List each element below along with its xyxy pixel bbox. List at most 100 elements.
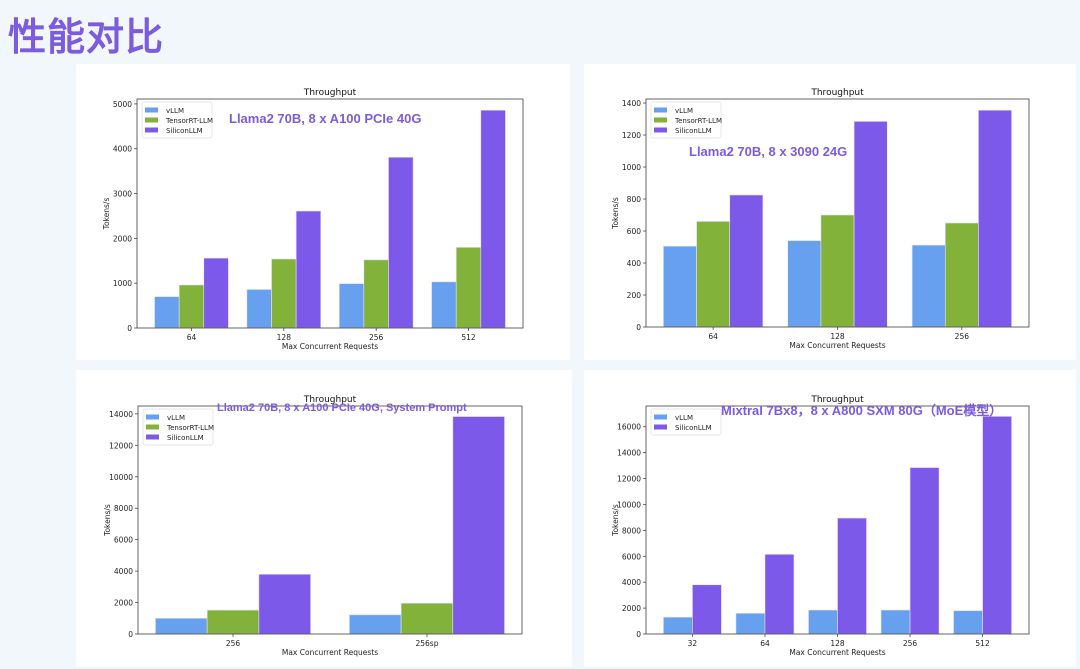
chart-panel-llama2-system-prompt: 0 2000 4000 6000 8000 10000 12000 14000 256 256sp… — [76, 370, 572, 667]
bar-vllm-128 — [808, 609, 838, 635]
bar-siliconllm-256 — [388, 156, 414, 329]
bar-siliconllm-64 — [203, 257, 229, 329]
bar-chart: 0 2000 4000 6000 8000 10000 12000 14000 16000 32 6… — [611, 395, 1030, 657]
slide-title: 性能对比 — [8, 15, 165, 59]
y-tick-label: 1400 — [622, 99, 641, 108]
chart-panel-mixtral-a800: 0 2000 4000 6000 8000 10000 12000 14000 16000 32 6… — [584, 370, 1076, 667]
axes-frame — [137, 405, 523, 635]
bar-tensorrt-llm-64 — [178, 284, 205, 329]
chart-annotation: Llama2 70B, 8 x 3090 24G — [689, 144, 848, 159]
chart-title: Throughput — [303, 88, 357, 98]
legend-label: vLLM — [675, 107, 693, 115]
legend-swatch-tensorrt-llm — [145, 117, 158, 123]
legend-swatch-vllm — [654, 107, 667, 113]
legend-label: SiliconLLM — [167, 434, 204, 442]
y-tick-label: 8000 — [622, 526, 641, 535]
legend-box — [141, 101, 213, 139]
y-tick-label: 1200 — [622, 131, 641, 140]
y-tick-label: 6000 — [114, 536, 133, 545]
bar-tensorrt-llm-256 — [944, 222, 979, 328]
x-tick-label: 256 — [903, 639, 918, 648]
bar-vllm-256 — [338, 283, 365, 329]
y-tick-label: 2000 — [113, 234, 132, 243]
bar-siliconllm-256 — [909, 467, 940, 635]
legend-label: SiliconLLM — [675, 127, 712, 135]
bar-tensorrt-llm-128 — [271, 258, 297, 329]
bar-siliconllm-256 — [978, 109, 1012, 328]
x-tick-label: 64 — [708, 332, 718, 341]
bar-chart: 0 2000 4000 6000 8000 10000 12000 14000 256 256sp… — [103, 395, 523, 657]
legend-swatch-tensorrt-llm — [146, 424, 159, 430]
x-tick-label: 256 — [226, 639, 241, 648]
y-tick-label: 3000 — [113, 190, 132, 199]
y-tick-label: 200 — [627, 291, 642, 300]
y-axis-label: Tokens/s — [103, 504, 112, 537]
legend-label: vLLM — [166, 107, 184, 115]
y-tick-label: 0 — [636, 323, 641, 332]
x-tick-label: 64 — [760, 639, 770, 648]
bar-vllm-256 — [155, 617, 208, 635]
y-tick-label: 12000 — [617, 475, 641, 484]
legend-swatch-vllm — [146, 414, 159, 420]
bar-tensorrt-llm-128 — [820, 214, 855, 328]
x-tick-label: 512 — [975, 639, 990, 648]
bar-vllm-128 — [787, 240, 822, 328]
x-axis-label: Max Concurrent Requests — [789, 648, 885, 657]
legend-swatch-siliconllm — [654, 424, 667, 430]
bar-vllm-256sp — [349, 614, 402, 635]
x-axis-label: Max Concurrent Requests — [282, 342, 378, 351]
x-axis-label: Max Concurrent Requests — [282, 648, 378, 657]
bar-siliconllm-64 — [764, 554, 795, 635]
legend-swatch-vllm — [145, 107, 158, 113]
y-tick-label: 4000 — [622, 578, 641, 587]
legend-label: SiliconLLM — [166, 127, 203, 135]
x-tick-label: 512 — [461, 333, 476, 342]
x-axis-label: Max Concurrent Requests — [789, 341, 885, 350]
y-tick-label: 1000 — [622, 163, 641, 172]
chart-panel-llama2-a100: 0 1000 2000 3000 4000 5000 64 128 256 512 Throughp… — [76, 64, 570, 360]
bar-chart: 0 200 400 600 800 1000 1200 1400 64 128 256 Through… — [611, 88, 1030, 350]
legend-swatch-siliconllm — [145, 127, 158, 133]
legend-swatch-siliconllm — [654, 127, 667, 133]
y-tick-label: 12000 — [109, 441, 133, 450]
chart-title: Throughput — [810, 395, 864, 405]
bar-siliconllm-512 — [982, 416, 1012, 635]
y-tick-label: 8000 — [114, 504, 133, 513]
y-tick-label: 4000 — [114, 567, 133, 576]
y-tick-label: 2000 — [114, 599, 133, 608]
y-tick-label: 5000 — [113, 100, 132, 109]
bar-siliconllm-64 — [729, 194, 764, 328]
y-tick-label: 16000 — [617, 423, 641, 432]
bar-siliconllm-128 — [837, 517, 867, 635]
y-tick-label: 0 — [127, 324, 132, 333]
x-tick-label: 32 — [688, 639, 698, 648]
y-axis-label: Tokens/s — [102, 198, 111, 231]
y-tick-label: 10000 — [617, 500, 641, 509]
bar-siliconllm-256sp — [452, 416, 505, 635]
bar-tensorrt-llm-256 — [206, 609, 260, 635]
y-tick-label: 6000 — [622, 552, 641, 561]
legend-box — [650, 101, 722, 139]
y-axis-label: Tokens/s — [611, 504, 620, 537]
bar-siliconllm-256 — [258, 573, 311, 635]
y-axis-label: Tokens/s — [611, 197, 620, 230]
bar-vllm-256 — [911, 244, 946, 328]
legend-label: vLLM — [167, 414, 185, 422]
x-tick-label: 128 — [277, 333, 292, 342]
x-tick-label: 256 — [955, 332, 970, 341]
bar-tensorrt-llm-256 — [363, 259, 389, 329]
y-tick-label: 14000 — [617, 449, 641, 458]
x-tick-label: 128 — [830, 639, 845, 648]
bar-siliconllm-128 — [295, 210, 322, 329]
chart-panel-llama2-3090: 0 200 400 600 800 1000 1200 1400 64 128 256 Through… — [584, 64, 1076, 360]
chart-title: Throughput — [810, 88, 864, 98]
legend-swatch-siliconllm — [146, 434, 159, 440]
bar-vllm-64 — [154, 296, 180, 329]
x-tick-label: 64 — [187, 333, 197, 342]
legend-label: TensorRT-LLM — [166, 424, 214, 432]
bar-vllm-128 — [246, 289, 272, 329]
legend-label: TensorRT-LLM — [165, 117, 213, 125]
y-tick-label: 4000 — [113, 145, 132, 154]
bar-vllm-512 — [953, 610, 983, 635]
bar-vllm-512 — [431, 281, 457, 329]
